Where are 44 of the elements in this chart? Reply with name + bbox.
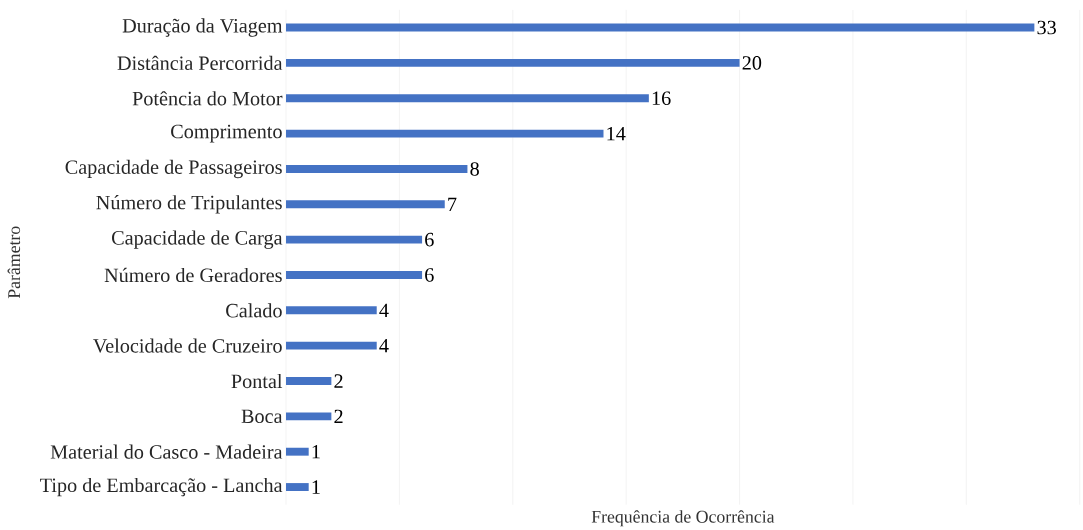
- y-tick-label: Potência do Motor: [132, 91, 283, 106]
- x-axis-title: Frequência de Ocorrência: [591, 510, 775, 527]
- data-label: 2: [334, 374, 343, 388]
- y-tick-label: Material do Casco - Madeira: [50, 444, 283, 460]
- bar: [286, 341, 377, 350]
- data-label: 6: [425, 233, 434, 247]
- y-tick-label: Número de Tripulantes: [96, 195, 282, 214]
- y-tick-label: Número de Geradores: [104, 268, 282, 283]
- y-axis-title: Parâmetro: [7, 226, 21, 299]
- bar: [286, 200, 445, 209]
- data-label: 7: [448, 197, 457, 212]
- y-tick-label: Pontal: [231, 374, 283, 389]
- data-label: 33: [1037, 20, 1056, 35]
- y-tick-label: Boca: [241, 409, 283, 424]
- data-label: 1: [312, 480, 320, 494]
- y-tick-label: Tipo de Embarcação - Lancha: [40, 478, 283, 497]
- bar: [286, 23, 1035, 32]
- bar: [286, 94, 649, 103]
- data-label: 4: [379, 339, 389, 353]
- bar: [286, 483, 309, 492]
- y-tick-label: Capacidade de Passageiros: [65, 159, 282, 179]
- bar: [286, 377, 332, 386]
- bar: [286, 412, 332, 421]
- bar: [286, 165, 468, 174]
- bar: [286, 129, 604, 138]
- y-tick-label: Calado: [226, 303, 282, 318]
- bar: [286, 271, 423, 280]
- y-tick-label: Comprimento: [171, 124, 282, 143]
- bar: [286, 447, 309, 456]
- data-label: 2: [334, 409, 343, 424]
- data-label: 1: [312, 445, 320, 459]
- bar: [286, 306, 377, 315]
- data-label: 14: [607, 127, 626, 141]
- bar: [286, 59, 740, 68]
- y-tick-label: Velocidade de Cruzeiro: [93, 338, 282, 354]
- data-label: 8: [470, 162, 479, 176]
- data-label: 16: [652, 91, 671, 106]
- y-tick-label: Distância Percorrida: [117, 55, 283, 71]
- data-label: 6: [425, 268, 434, 282]
- y-tick-label: Duração da Viagem: [122, 18, 283, 37]
- data-label: 4: [379, 303, 389, 318]
- data-label: 20: [742, 56, 762, 70]
- y-tick-label: Capacidade de Carga: [112, 230, 283, 250]
- bar: [286, 235, 423, 244]
